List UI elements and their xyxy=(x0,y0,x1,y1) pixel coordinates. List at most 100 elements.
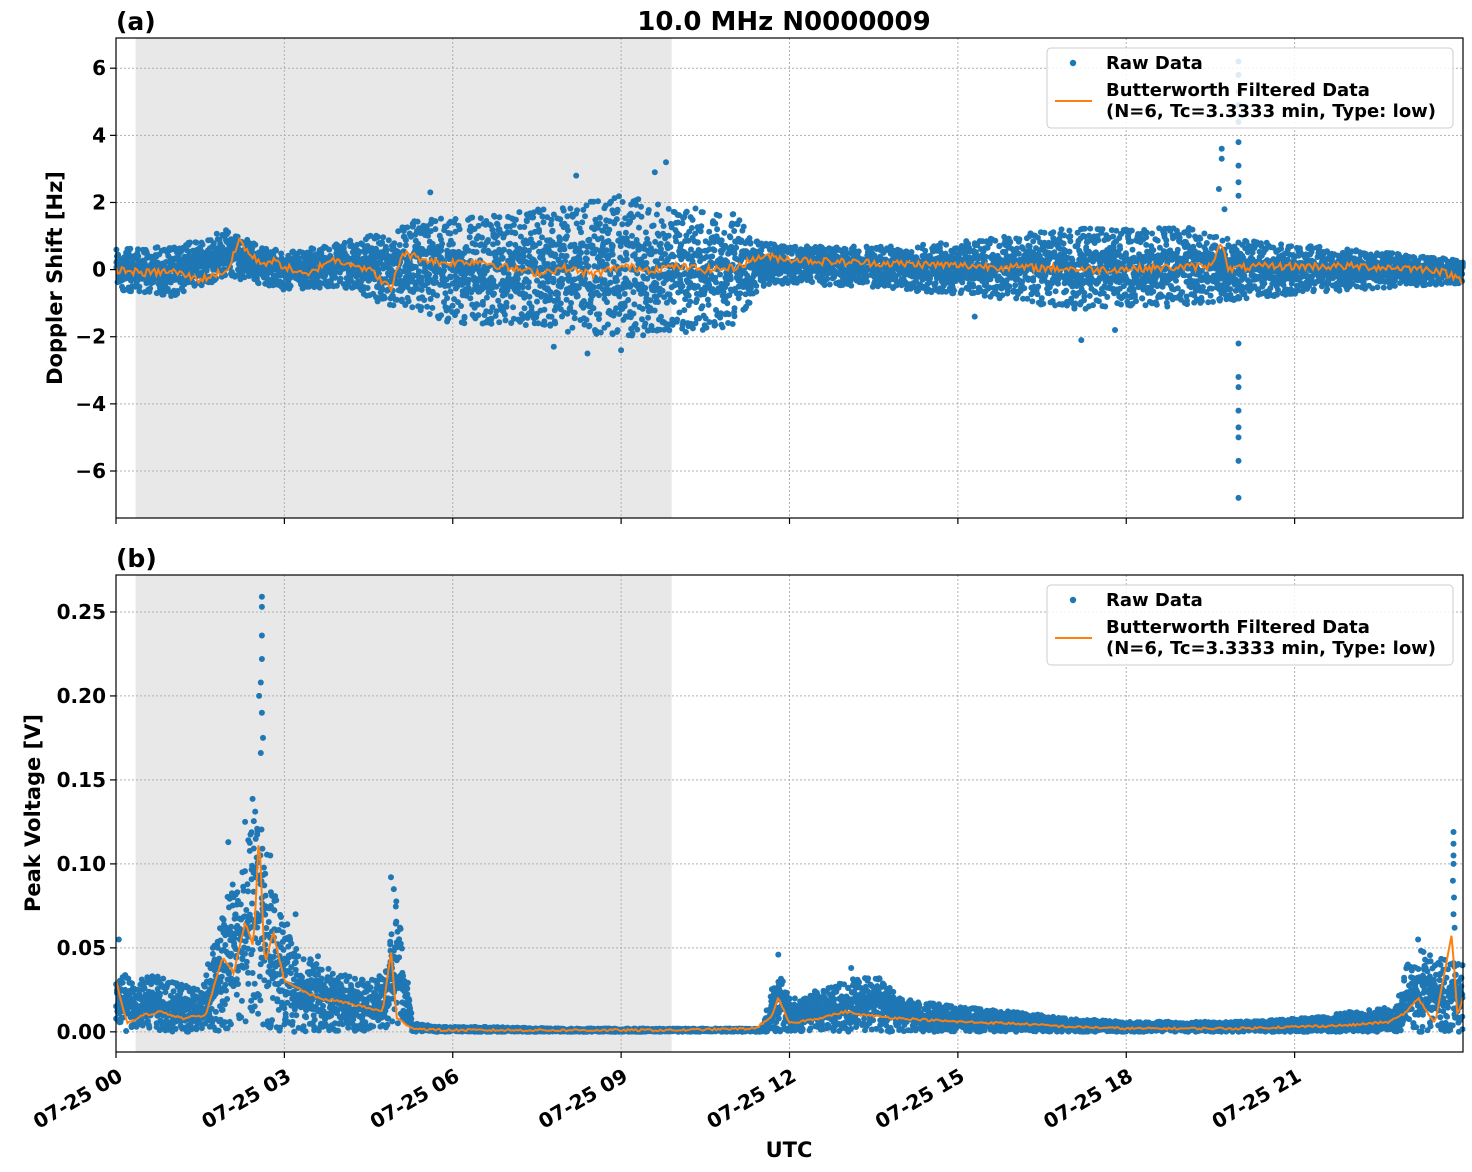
raw-data-point xyxy=(652,248,659,255)
raw-data-point xyxy=(578,229,584,236)
raw-data-point xyxy=(404,224,411,231)
raw-data-point xyxy=(698,223,705,230)
raw-data-point xyxy=(203,267,210,274)
raw-data-point xyxy=(390,302,397,309)
raw-data-point xyxy=(439,240,446,247)
raw-data-point xyxy=(530,214,537,221)
raw-data-point xyxy=(424,303,431,310)
raw-data-point xyxy=(864,278,870,285)
raw-data-point xyxy=(520,253,527,260)
raw-data-point xyxy=(549,227,556,234)
raw-data-point xyxy=(621,290,628,297)
raw-data-point xyxy=(740,223,747,230)
raw-data-point xyxy=(1067,238,1074,245)
raw-data-point xyxy=(712,220,719,227)
raw-data-point xyxy=(999,292,1006,299)
raw-data-point xyxy=(586,236,593,243)
raw-data-point xyxy=(380,234,387,241)
raw-data-point xyxy=(733,244,740,251)
raw-data-point xyxy=(634,326,641,333)
raw-data-point xyxy=(616,293,623,300)
raw-data-point xyxy=(564,227,571,234)
raw-data-point xyxy=(449,240,456,247)
raw-data-point xyxy=(658,313,664,320)
raw-data-point xyxy=(449,302,456,309)
raw-data-point xyxy=(475,312,482,319)
raw-data-point xyxy=(552,320,559,327)
raw-data-point xyxy=(609,242,616,249)
raw-data-point xyxy=(920,241,927,248)
raw-data-point xyxy=(670,298,677,305)
raw-data-point xyxy=(402,242,409,249)
raw-data-point xyxy=(364,285,371,291)
raw-data-point xyxy=(665,205,672,212)
raw-data-point xyxy=(717,271,724,278)
raw-data-point xyxy=(725,311,732,318)
raw-data-point xyxy=(1095,237,1102,244)
raw-data-point xyxy=(255,280,262,287)
raw-data-point xyxy=(609,251,616,258)
raw-data-point xyxy=(432,226,439,233)
raw-data-point xyxy=(689,216,696,223)
raw-data-point xyxy=(568,300,575,306)
raw-data-point xyxy=(623,256,630,263)
raw-data-point xyxy=(636,224,642,231)
raw-data-point xyxy=(465,276,472,283)
raw-data-point xyxy=(679,283,686,290)
raw-data-point xyxy=(1021,285,1028,292)
raw-data-point xyxy=(674,316,681,323)
raw-data-point xyxy=(458,303,464,309)
raw-data-point xyxy=(824,275,831,282)
raw-data-point xyxy=(1030,238,1037,245)
raw-data-point xyxy=(992,237,999,244)
raw-data-point xyxy=(616,270,622,277)
raw-data-point xyxy=(539,234,545,241)
raw-data-point xyxy=(632,321,639,327)
raw-data-point xyxy=(426,271,433,278)
raw-data-point xyxy=(541,321,548,328)
raw-data-point xyxy=(199,241,206,248)
raw-data-point xyxy=(128,288,134,295)
raw-data-point xyxy=(681,307,688,314)
raw-data-point xyxy=(699,209,706,216)
raw-data-point xyxy=(1016,236,1023,243)
raw-data-point xyxy=(591,284,597,291)
raw-data-point xyxy=(136,288,143,295)
raw-data-point xyxy=(540,206,547,213)
raw-data-point xyxy=(541,306,548,313)
raw-data-point xyxy=(666,327,673,334)
raw-data-point xyxy=(1087,225,1094,232)
raw-data-point xyxy=(716,212,723,219)
raw-data-point xyxy=(604,321,611,328)
raw-data-point xyxy=(429,304,436,311)
raw-data-point xyxy=(643,260,650,266)
raw-data-point xyxy=(1046,290,1053,297)
raw-data-point xyxy=(679,220,686,227)
raw-data-point xyxy=(622,229,629,236)
raw-data-point xyxy=(1052,288,1059,295)
raw-data-point xyxy=(135,253,142,260)
raw-data-point xyxy=(709,253,716,260)
raw-data-point xyxy=(135,246,141,253)
raw-data-point xyxy=(1099,226,1106,233)
raw-data-point xyxy=(1063,287,1070,294)
raw-data-point xyxy=(528,304,535,310)
raw-data-point xyxy=(614,206,621,213)
raw-data-point xyxy=(540,219,547,226)
raw-data-point xyxy=(526,293,533,300)
raw-data-point xyxy=(595,198,601,205)
raw-data-point xyxy=(467,295,474,302)
raw-data-point xyxy=(415,268,422,275)
raw-data-point xyxy=(409,304,416,311)
figure-title: 10.0 MHz N0000009 xyxy=(637,7,930,37)
raw-data-point xyxy=(563,233,570,240)
raw-data-point xyxy=(154,244,161,251)
raw-data-point xyxy=(557,216,564,223)
raw-data-point xyxy=(521,224,528,230)
raw-data-point xyxy=(604,299,610,306)
raw-data-point xyxy=(501,311,508,318)
raw-data-point xyxy=(1041,229,1048,236)
raw-data-point xyxy=(731,313,738,320)
raw-data-point xyxy=(727,234,734,241)
raw-data-point xyxy=(721,229,728,236)
